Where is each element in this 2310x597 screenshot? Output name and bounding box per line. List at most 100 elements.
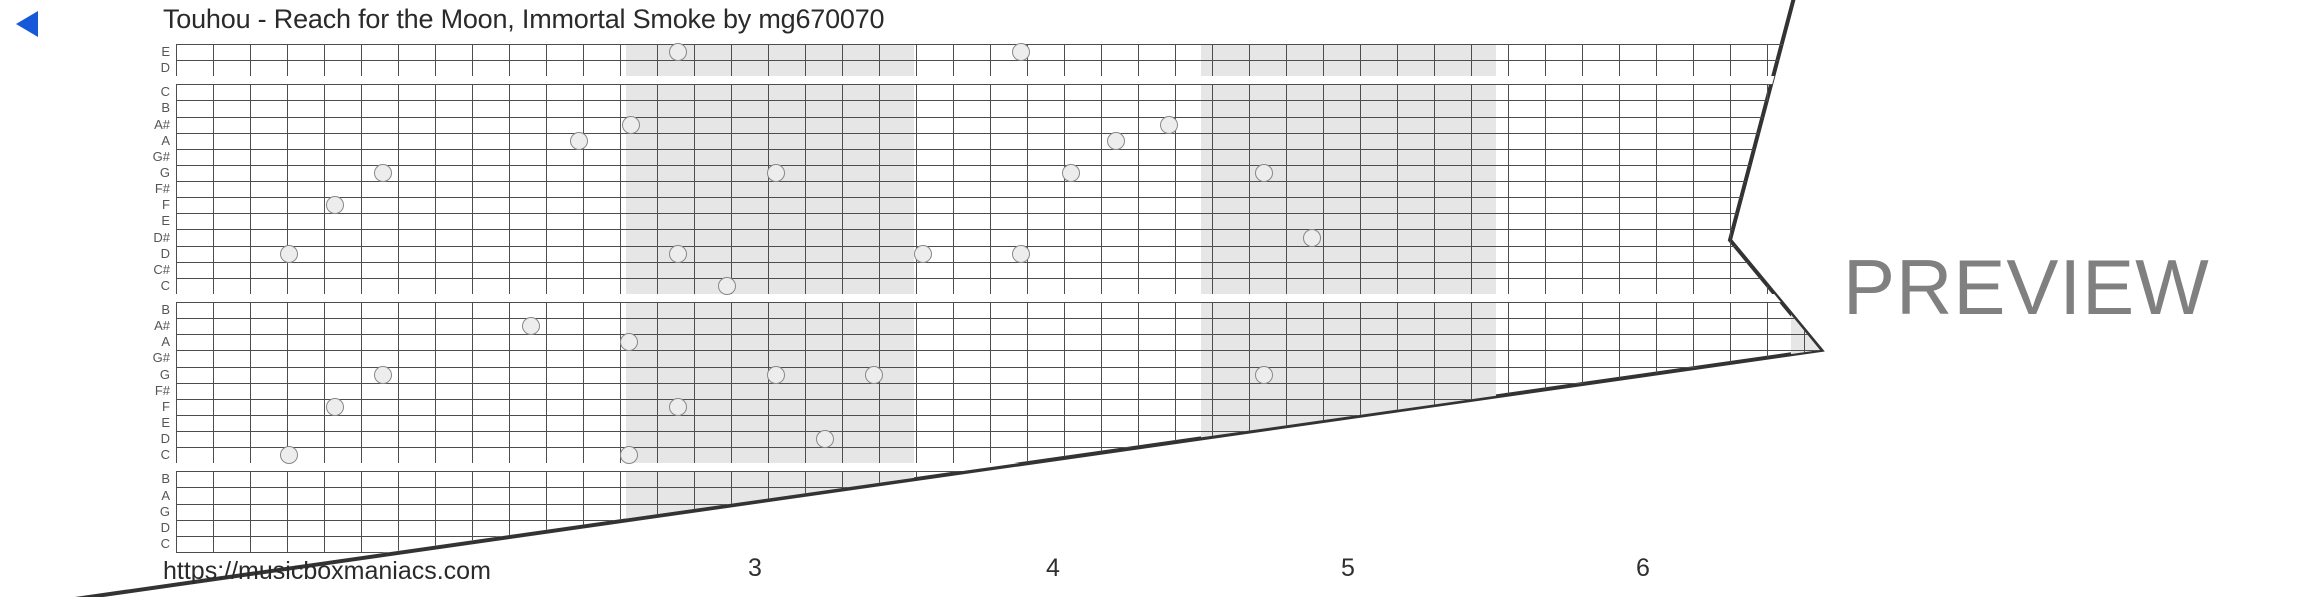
grid-row-line: [176, 133, 1820, 134]
grid-column-line: [1804, 44, 1805, 552]
note-dot[interactable]: [1107, 131, 1125, 150]
note-dot[interactable]: [1353, 518, 1371, 537]
note-row-label: G: [159, 165, 170, 180]
note-grid[interactable]: [176, 43, 1842, 553]
grid-row-line: [176, 318, 1820, 319]
grid-row-line: [176, 100, 1820, 101]
note-dot[interactable]: [1012, 43, 1030, 62]
note-row-label: D: [160, 519, 170, 535]
note-dot[interactable]: [1012, 244, 1030, 263]
note-row-label: B: [161, 302, 170, 318]
note-dot[interactable]: [865, 365, 883, 384]
grid-row-line: [176, 213, 1820, 214]
note-name-gutter: E D C B A# A G# G F# F E D# D C# C B A# A G# G F# F E D C B A G D C: [130, 44, 170, 552]
page-title: Touhou - Reach for the Moon, Immortal Sm…: [163, 4, 885, 34]
grid-row-line: [176, 165, 1820, 166]
grid-row-line: [176, 302, 1820, 303]
grid-row-line: [176, 536, 1820, 537]
note-dot[interactable]: [1157, 518, 1175, 537]
note-dot[interactable]: [1303, 228, 1321, 247]
grid-row-line: [176, 262, 1820, 263]
grid-row-line: [176, 415, 1820, 416]
note-dot[interactable]: [1062, 164, 1080, 182]
grid-row-line: [176, 367, 1820, 368]
note-row-label: C: [160, 84, 170, 100]
note-dot[interactable]: [669, 43, 687, 62]
note-row-label: C: [160, 535, 170, 551]
note-dot[interactable]: [374, 164, 392, 182]
note-dot[interactable]: [326, 397, 344, 416]
grid-row-line: [176, 487, 1820, 488]
measure-axis: 3 4 5 6: [176, 554, 1876, 594]
note-dot[interactable]: [620, 446, 638, 465]
note-row-label: C: [160, 447, 170, 463]
site-url: https://musicboxmaniacs.com: [163, 557, 491, 585]
note-row-label: F: [162, 197, 170, 213]
grid-row-line: [176, 383, 1820, 384]
note-row-label: G#: [152, 350, 170, 366]
note-dot[interactable]: [669, 397, 687, 416]
note-row-label: E: [161, 415, 170, 430]
grid-row-line: [176, 197, 1820, 198]
grid-row-line: [176, 431, 1820, 432]
note-dot[interactable]: [326, 196, 344, 215]
note-dot[interactable]: [1255, 164, 1273, 182]
note-dot[interactable]: [718, 276, 736, 295]
grid-row-line: [176, 149, 1820, 150]
previous-arrow-icon[interactable]: [16, 11, 38, 37]
note-row-label: C: [160, 277, 170, 293]
measure-number: 4: [1046, 554, 1060, 582]
grid-row-line: [176, 399, 1820, 400]
note-row-label: C#: [153, 261, 170, 277]
note-row-label: A#: [154, 116, 170, 132]
grid-row-line: [176, 229, 1820, 230]
note-dot[interactable]: [816, 430, 834, 449]
note-dot[interactable]: [669, 244, 687, 263]
note-row-label: F#: [154, 181, 170, 197]
note-row-label: D#: [153, 229, 170, 245]
preview-watermark: PREVIEW: [1843, 243, 2210, 331]
note-dot[interactable]: [914, 244, 932, 263]
grid-column-line: [1841, 44, 1842, 552]
note-row-label: E: [161, 213, 170, 229]
note-dot[interactable]: [622, 115, 640, 134]
grid-row-line: [176, 278, 1820, 279]
note-row-label: D: [160, 245, 170, 261]
note-dot[interactable]: [570, 131, 588, 150]
note-dot[interactable]: [1255, 365, 1273, 384]
note-row-label: D: [160, 60, 170, 76]
note-dot[interactable]: [280, 446, 298, 465]
note-dot[interactable]: [522, 317, 540, 336]
note-dot[interactable]: [767, 164, 785, 182]
measure-number: 6: [1636, 554, 1650, 582]
note-row-label: A: [161, 487, 170, 503]
measure-number: 3: [748, 554, 762, 582]
note-row-label: E: [161, 44, 170, 60]
note-row-label: F#: [154, 382, 170, 398]
note-row-label: A: [161, 334, 170, 350]
grid-row-line: [176, 350, 1820, 351]
grid-row-line: [176, 447, 1820, 448]
note-dot[interactable]: [280, 244, 298, 263]
grid-row-line: [176, 60, 1820, 61]
note-row-label: F: [162, 398, 170, 414]
grid-row-line: [176, 334, 1820, 335]
note-dot[interactable]: [374, 365, 392, 384]
note-row-label: A: [161, 132, 170, 148]
note-dot[interactable]: [1160, 115, 1178, 134]
grid-row-line: [176, 44, 1820, 45]
staff-separator: [176, 76, 1820, 85]
note-dot[interactable]: [767, 518, 785, 537]
note-row-label: G: [159, 503, 170, 519]
staff-separator: [176, 294, 1820, 302]
staff-separator: [176, 463, 1820, 472]
note-dot[interactable]: [767, 365, 785, 384]
note-row-label: D: [160, 431, 170, 447]
note-dot[interactable]: [620, 333, 638, 352]
note-row-label: G#: [152, 148, 170, 164]
grid-row-line: [176, 520, 1820, 521]
measure-number: 5: [1341, 554, 1355, 582]
note-row-label: A#: [154, 318, 170, 334]
grid-row-line: [176, 504, 1820, 505]
